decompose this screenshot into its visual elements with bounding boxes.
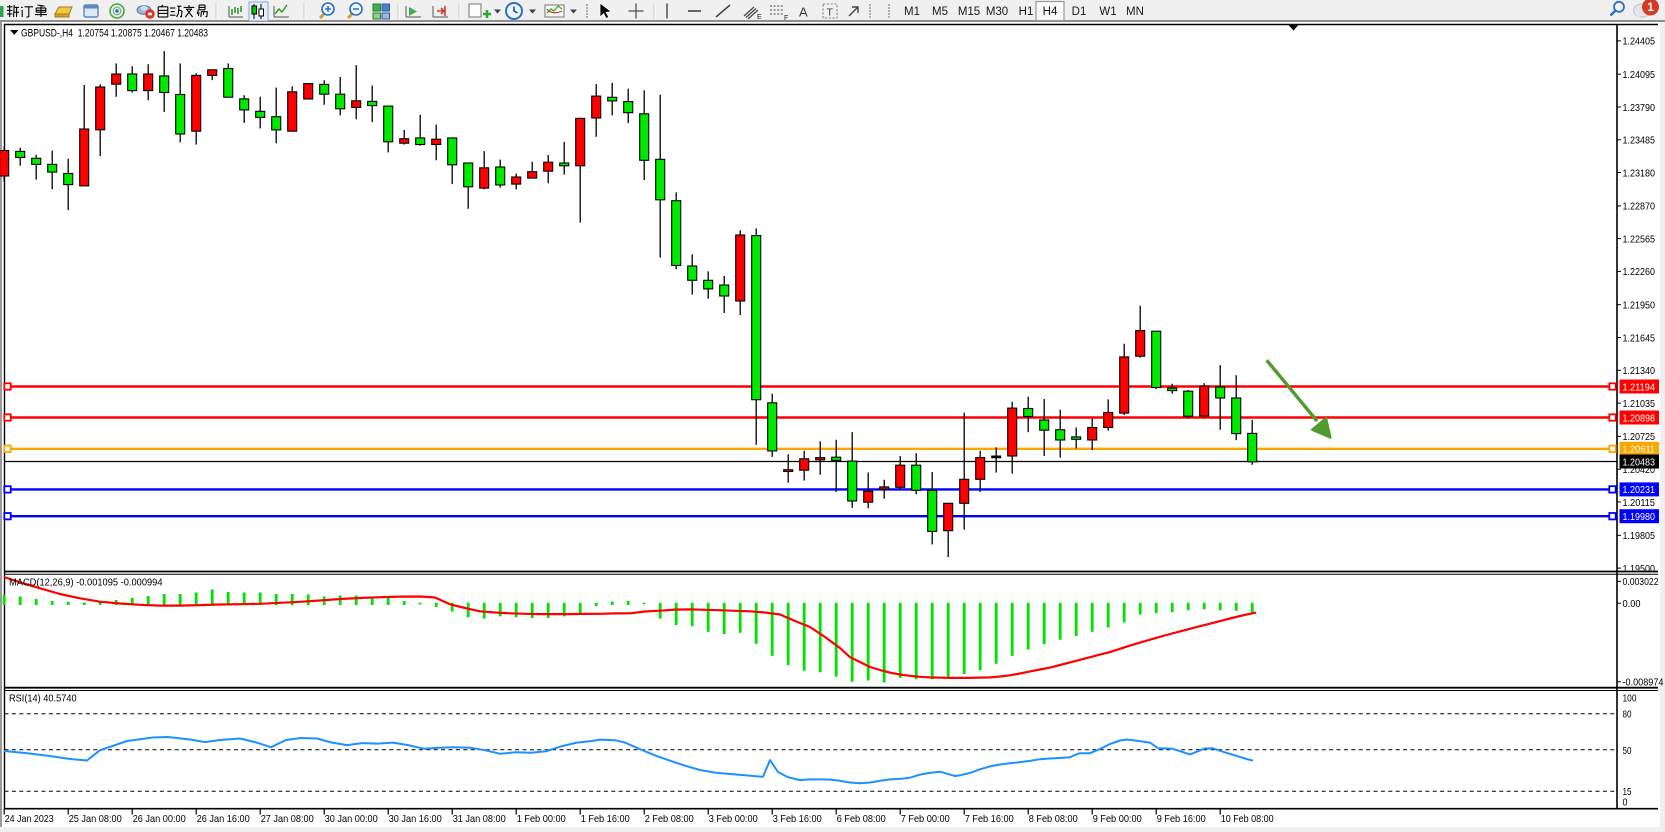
svg-text:1.20611: 1.20611: [1623, 444, 1656, 456]
svg-text:1.20115: 1.20115: [1623, 497, 1656, 509]
svg-text:1.22260: 1.22260: [1623, 266, 1656, 278]
svg-text:H1: H1: [1019, 6, 1034, 18]
svg-text:-0.008974: -0.008974: [1623, 677, 1664, 689]
svg-text:MACD(12,26,9) -0.001095 -0.000: MACD(12,26,9) -0.001095 -0.000994: [9, 577, 163, 589]
svg-text:50: 50: [1623, 745, 1632, 757]
svg-text:25 Jan 08:00: 25 Jan 08:00: [69, 813, 122, 825]
svg-text:1.22870: 1.22870: [1623, 201, 1656, 213]
svg-text:1.24405: 1.24405: [1623, 36, 1656, 48]
svg-text:1 Feb 16:00: 1 Feb 16:00: [581, 813, 630, 825]
svg-text:0.00: 0.00: [1623, 598, 1641, 610]
svg-text:1.23180: 1.23180: [1623, 167, 1656, 179]
svg-text:1.20725: 1.20725: [1623, 431, 1656, 443]
svg-text:W1: W1: [1099, 6, 1116, 18]
svg-text:30 Jan 16:00: 30 Jan 16:00: [389, 813, 442, 825]
svg-text:2 Feb 08:00: 2 Feb 08:00: [645, 813, 694, 825]
svg-text:M1: M1: [904, 6, 920, 18]
svg-text:30 Jan 00:00: 30 Jan 00:00: [325, 813, 378, 825]
svg-text:1.20231: 1.20231: [1623, 484, 1656, 496]
svg-text:1.21645: 1.21645: [1623, 332, 1656, 344]
svg-text:80: 80: [1623, 709, 1632, 721]
svg-text:1.19500: 1.19500: [1623, 563, 1656, 575]
svg-text:1.21340: 1.21340: [1623, 365, 1656, 377]
svg-text:1.21950: 1.21950: [1623, 300, 1656, 312]
svg-text:3 Feb 00:00: 3 Feb 00:00: [709, 813, 758, 825]
svg-text:26 Jan 00:00: 26 Jan 00:00: [133, 813, 186, 825]
svg-text:1.19980: 1.19980: [1623, 511, 1656, 523]
svg-text:1 Feb 00:00: 1 Feb 00:00: [517, 813, 566, 825]
svg-text:1.20483: 1.20483: [1623, 456, 1656, 468]
svg-text:MN: MN: [1126, 6, 1144, 18]
svg-text:7 Feb 00:00: 7 Feb 00:00: [901, 813, 950, 825]
svg-text:M30: M30: [986, 6, 1008, 18]
svg-text:1.22565: 1.22565: [1623, 233, 1656, 245]
svg-text:E: E: [757, 14, 762, 21]
svg-text:1.21035: 1.21035: [1623, 398, 1656, 410]
svg-text:GBPUSD-,H4 1.20754 1.20875 1.: GBPUSD-,H4 1.20754 1.20875 1.20467 1.204…: [21, 28, 208, 40]
svg-text:3 Feb 16:00: 3 Feb 16:00: [773, 813, 822, 825]
svg-text:15: 15: [1623, 786, 1632, 798]
svg-text:F: F: [784, 15, 788, 22]
svg-text:9 Feb 16:00: 9 Feb 16:00: [1157, 813, 1206, 825]
svg-text:31 Jan 08:00: 31 Jan 08:00: [453, 813, 506, 825]
svg-text:T: T: [827, 7, 834, 19]
svg-text:M15: M15: [958, 6, 980, 18]
svg-text:8 Feb 08:00: 8 Feb 08:00: [1029, 813, 1078, 825]
svg-text:D1: D1: [1072, 6, 1087, 18]
svg-text:26 Jan 16:00: 26 Jan 16:00: [197, 813, 250, 825]
svg-text:10 Feb 08:00: 10 Feb 08:00: [1221, 813, 1274, 825]
svg-text:27 Jan 08:00: 27 Jan 08:00: [261, 813, 314, 825]
svg-text:RSI(14) 40.5740: RSI(14) 40.5740: [9, 693, 77, 705]
svg-text:1.20898: 1.20898: [1623, 412, 1656, 424]
svg-text:H4: H4: [1043, 6, 1058, 18]
svg-text:24 Jan 2023: 24 Jan 2023: [5, 813, 54, 825]
svg-text:1.21194: 1.21194: [1623, 381, 1656, 393]
svg-text:7 Feb 16:00: 7 Feb 16:00: [965, 813, 1014, 825]
svg-text:1.19805: 1.19805: [1623, 530, 1656, 542]
svg-text:1.24095: 1.24095: [1623, 69, 1656, 81]
svg-text:0: 0: [1623, 797, 1628, 809]
svg-text:0.003022: 0.003022: [1623, 576, 1659, 588]
svg-text:A: A: [799, 5, 808, 20]
svg-text:1.23790: 1.23790: [1623, 102, 1656, 114]
svg-text:M5: M5: [932, 6, 948, 18]
svg-text:6 Feb 08:00: 6 Feb 08:00: [837, 813, 886, 825]
svg-text:100: 100: [1623, 692, 1637, 704]
svg-text:9 Feb 00:00: 9 Feb 00:00: [1093, 813, 1142, 825]
svg-text:1.23485: 1.23485: [1623, 135, 1656, 147]
svg-text:1: 1: [1647, 0, 1654, 14]
